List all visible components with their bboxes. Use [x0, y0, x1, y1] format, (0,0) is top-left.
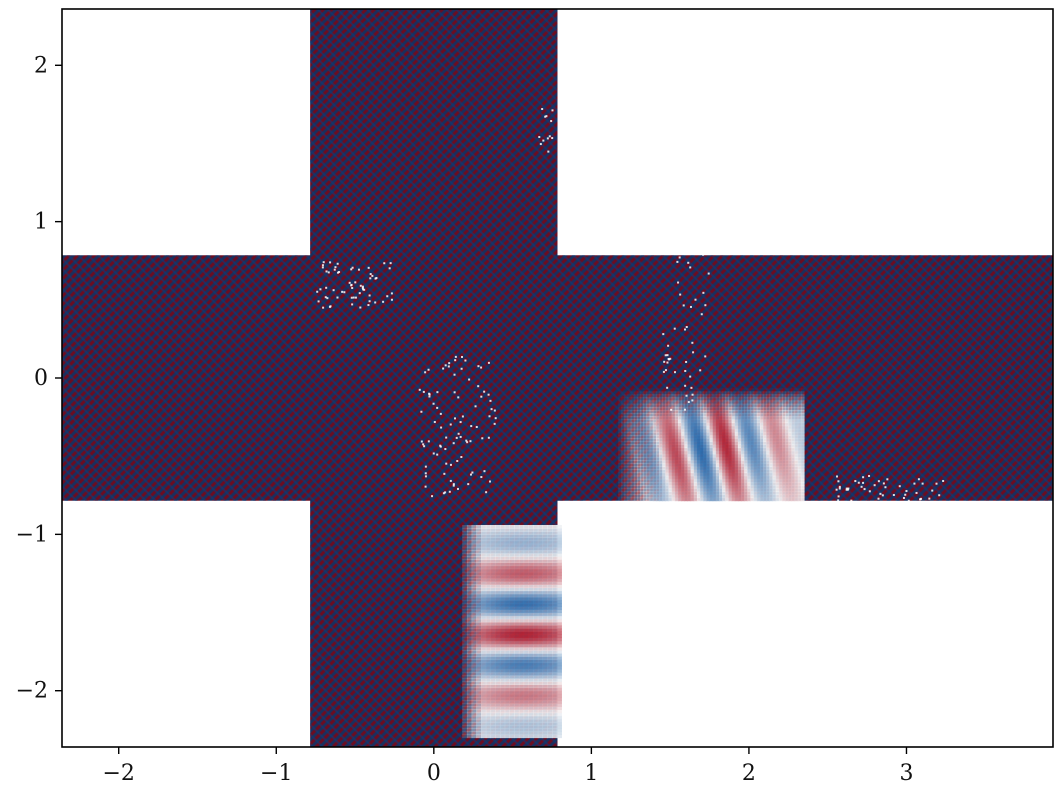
x-tick-label: −2: [102, 761, 134, 786]
x-tick-label: 2: [742, 761, 756, 786]
domain-overlay-horizontal-strip: [62, 255, 1053, 501]
y-tick-label: 1: [34, 210, 48, 235]
y-tick-label: 2: [34, 53, 48, 78]
x-tick-label: −1: [260, 761, 292, 786]
x-tick-label: 0: [427, 761, 441, 786]
axes-layer: −2 −1 0 1 2 3 2 1 0 −1 −2: [16, 8, 1054, 786]
x-tick-label: 3: [899, 761, 913, 786]
right-wave-region: [618, 391, 805, 502]
y-tick-label: −2: [16, 679, 48, 704]
lower-wave-region: [462, 524, 562, 739]
speckle-layer: [316, 108, 945, 502]
plot-area: [62, 9, 1053, 747]
y-tick-label: 0: [34, 366, 48, 391]
x-tick-label: 1: [584, 761, 598, 786]
y-tick-label: −1: [16, 522, 48, 547]
